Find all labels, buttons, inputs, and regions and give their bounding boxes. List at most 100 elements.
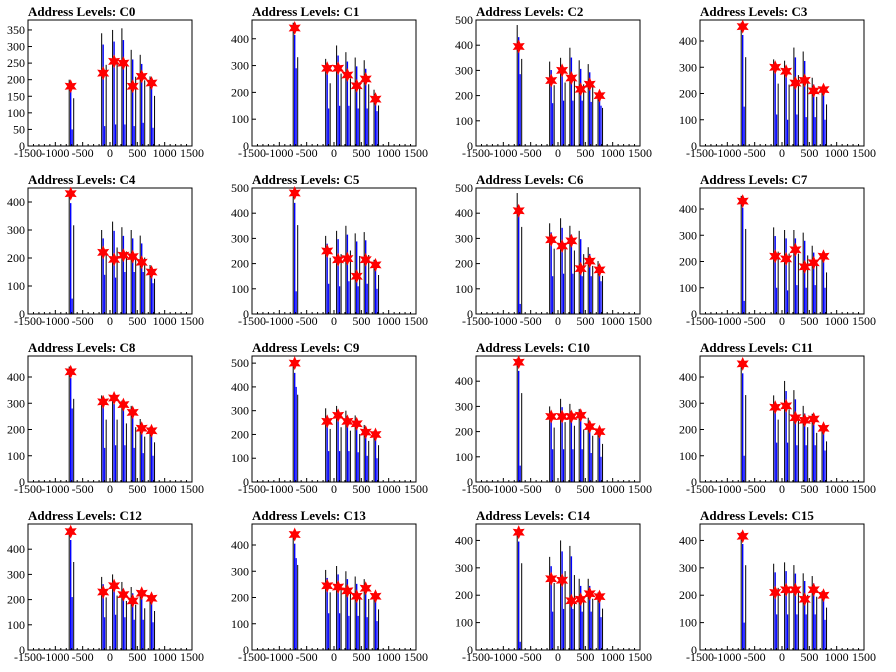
peak-marker bbox=[583, 254, 596, 269]
x-tick-label: -1000 bbox=[489, 146, 517, 160]
peak-marker bbox=[769, 60, 782, 75]
y-tick-label: 0 bbox=[243, 475, 249, 489]
x-tick-label: 500 bbox=[128, 146, 146, 160]
chart-svg: -1500 -1000 -500 0 500 1000 1500 0 100 200 300 400 bbox=[679, 19, 876, 160]
x-tick-label: -1500 bbox=[14, 314, 42, 328]
y-tick-label: 0 bbox=[691, 475, 697, 489]
chart-title: Address Levels: C9 bbox=[252, 340, 360, 355]
peak-marker bbox=[359, 425, 372, 440]
y-tick-label: 0 bbox=[243, 307, 249, 321]
peak-marker bbox=[556, 409, 569, 424]
chart-svg: -1500 -1000 -500 0 500 1000 1500 0 100 200 300 400 bbox=[455, 355, 652, 496]
y-tick-label: 300 bbox=[231, 59, 249, 73]
peak-marker bbox=[108, 252, 121, 267]
peak-marker bbox=[288, 21, 301, 35]
peak-marker bbox=[545, 571, 558, 586]
y-tick-label: 300 bbox=[231, 404, 249, 418]
peak-marker bbox=[583, 419, 596, 434]
peak-marker bbox=[780, 251, 793, 266]
peak-marker bbox=[780, 64, 793, 79]
y-tick-label: 0 bbox=[691, 643, 697, 657]
x-tick-label: 1000 bbox=[377, 650, 401, 664]
peak-marker bbox=[780, 398, 793, 413]
y-tick-label: 50 bbox=[13, 122, 25, 136]
peak-marker bbox=[369, 589, 382, 604]
peak-marker bbox=[288, 356, 301, 371]
x-tick-label: -1000 bbox=[41, 650, 69, 664]
y-tick-label: 100 bbox=[7, 449, 25, 463]
y-tick-label: 200 bbox=[455, 588, 473, 602]
x-tick-label: 1000 bbox=[825, 314, 849, 328]
y-tick-label: 400 bbox=[455, 374, 473, 388]
peak-marker bbox=[350, 78, 363, 93]
y-tick-label: 200 bbox=[679, 87, 697, 101]
y-tick-label: 100 bbox=[679, 281, 697, 295]
y-tick-label: 100 bbox=[231, 282, 249, 296]
y-tick-label: 300 bbox=[7, 40, 25, 54]
y-tick-label: 300 bbox=[679, 396, 697, 410]
peak-marker bbox=[583, 77, 596, 92]
peak-marker bbox=[145, 76, 158, 90]
y-tick-label: 200 bbox=[7, 251, 25, 265]
chart-svg: -1500 -1000 -500 0 500 1000 1500 0 100 200 300 400 5… bbox=[455, 181, 652, 328]
x-tick-label: 0 bbox=[107, 146, 113, 160]
peak-marker bbox=[64, 364, 77, 379]
x-tick-label: 0 bbox=[331, 146, 337, 160]
chart-title: Address Levels: C13 bbox=[252, 508, 366, 523]
peak-marker bbox=[117, 56, 130, 71]
peak-marker bbox=[288, 186, 301, 200]
peak-marker bbox=[341, 251, 354, 266]
x-tick-label: 0 bbox=[107, 482, 113, 496]
peak-marker bbox=[817, 588, 830, 603]
y-tick-label: 400 bbox=[231, 538, 249, 552]
peak-marker bbox=[64, 186, 77, 201]
peak-marker bbox=[593, 589, 606, 604]
chart-svg: -1500 -1000 -500 0 500 1000 1500 0 50 100 150 200 25… bbox=[7, 19, 204, 160]
x-tick-label: -1500 bbox=[462, 146, 490, 160]
y-tick-label: 500 bbox=[455, 181, 473, 195]
peak-marker bbox=[332, 408, 345, 423]
y-tick-label: 200 bbox=[231, 427, 249, 441]
x-tick-label: 0 bbox=[107, 650, 113, 664]
peak-marker bbox=[512, 355, 525, 370]
peak-marker bbox=[798, 592, 811, 607]
x-tick-label: 1500 bbox=[180, 146, 204, 160]
chart-title: Address Levels: C4 bbox=[28, 172, 136, 187]
x-tick-label: 1000 bbox=[153, 650, 177, 664]
chart-panel-c6: Address Levels: C6 -1500 -1000 -500 0 500 1000… bbox=[448, 168, 672, 336]
peak-marker bbox=[565, 233, 578, 248]
chart-panel-c14: Address Levels: C14 -1500 -1000 -500 0 500 100… bbox=[448, 504, 672, 672]
peak-marker bbox=[574, 82, 587, 97]
y-tick-label: 300 bbox=[679, 228, 697, 242]
peak-marker bbox=[593, 88, 606, 103]
x-tick-label: -500 bbox=[72, 314, 94, 328]
x-tick-label: -500 bbox=[296, 650, 318, 664]
y-tick-label: 150 bbox=[7, 89, 25, 103]
chart-panel-c11: Address Levels: C11 -1500 -1000 -500 0 500 100… bbox=[672, 336, 896, 504]
chart-svg: -1500 -1000 -500 0 500 1000 1500 0 100 200 300 400 bbox=[7, 523, 204, 664]
chart-panel-c12: Address Levels: C12 -1500 -1000 -500 0 500 100… bbox=[0, 504, 224, 672]
peak-marker bbox=[97, 394, 110, 409]
peak-marker bbox=[117, 587, 130, 602]
peak-marker bbox=[145, 423, 158, 438]
peak-marker bbox=[332, 61, 345, 76]
peak-marker bbox=[341, 583, 354, 598]
x-tick-label: 1000 bbox=[825, 482, 849, 496]
x-tick-label: 1500 bbox=[852, 314, 876, 328]
y-tick-label: 400 bbox=[455, 38, 473, 52]
peak-marker bbox=[145, 265, 158, 279]
x-tick-label: 1500 bbox=[628, 650, 652, 664]
y-tick-label: 200 bbox=[231, 257, 249, 271]
x-tick-label: -1500 bbox=[14, 146, 42, 160]
peak-marker bbox=[565, 409, 578, 424]
x-tick-label: 0 bbox=[779, 650, 785, 664]
y-tick-label: 200 bbox=[231, 591, 249, 605]
y-tick-label: 100 bbox=[679, 616, 697, 630]
x-tick-label: -1500 bbox=[238, 482, 266, 496]
y-tick-label: 0 bbox=[467, 643, 473, 657]
peak-marker bbox=[369, 427, 382, 442]
peak-marker bbox=[798, 73, 811, 88]
peak-marker bbox=[97, 245, 110, 260]
peak-marker bbox=[789, 410, 802, 425]
